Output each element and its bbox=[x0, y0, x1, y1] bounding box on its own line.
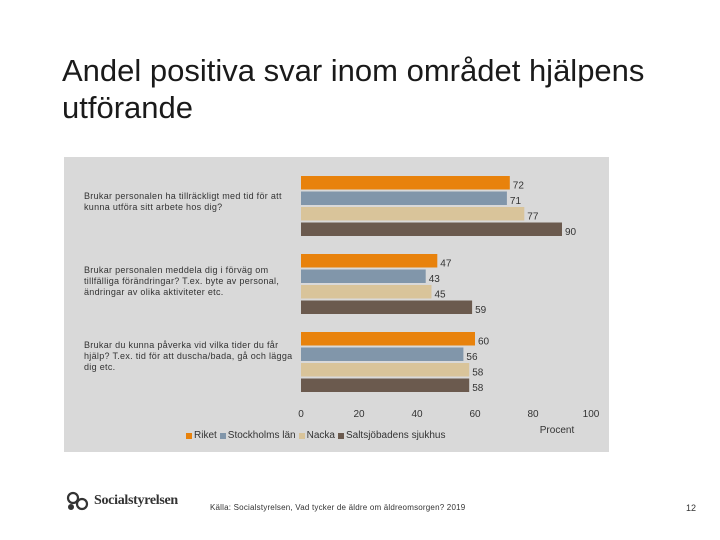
value-label: 47 bbox=[440, 259, 452, 270]
legend-swatch bbox=[186, 432, 192, 439]
value-label: 43 bbox=[429, 274, 441, 285]
legend-label: Nacka bbox=[306, 430, 335, 441]
legend-label: Stockholms län bbox=[227, 430, 296, 441]
bar-3-3 bbox=[301, 363, 470, 377]
value-label: 90 bbox=[565, 227, 577, 238]
legend-item-riket: Riket bbox=[186, 430, 217, 441]
legend-swatch bbox=[298, 432, 305, 439]
x-tick-label: 0 bbox=[298, 409, 304, 420]
legend-item-nacka: Nacka bbox=[298, 430, 335, 441]
value-label: 60 bbox=[478, 337, 490, 348]
bar-3-4 bbox=[301, 378, 470, 392]
value-label: 58 bbox=[472, 383, 484, 394]
source-note: Källa: Socialstyrelsen, Vad tycker de äl… bbox=[210, 503, 466, 512]
bar-1-3 bbox=[301, 207, 525, 221]
value-label: 45 bbox=[435, 290, 447, 301]
x-tick-label: 40 bbox=[411, 409, 423, 420]
bar-1-2 bbox=[301, 191, 507, 205]
bar-2-4 bbox=[301, 300, 473, 314]
bar-2-2 bbox=[301, 269, 426, 283]
value-label: 59 bbox=[475, 305, 487, 316]
bar-3-1 bbox=[301, 332, 475, 346]
x-tick-label: 20 bbox=[353, 409, 365, 420]
category-label-3: Brukar du kunna påverka vid vilka tider … bbox=[84, 340, 293, 372]
legend-swatch bbox=[219, 432, 226, 439]
x-tick-label: 100 bbox=[583, 409, 600, 420]
x-axis-label: Procent bbox=[540, 425, 575, 436]
value-label: 71 bbox=[510, 196, 522, 207]
logo-mark-icon bbox=[66, 491, 89, 511]
legend-label: Riket bbox=[194, 430, 217, 441]
legend-item-stockholms-lan: Stockholms län bbox=[219, 430, 296, 441]
value-label: 56 bbox=[466, 352, 478, 363]
legend-item-saltsjobadens-sjukhus: Saltsjöbadens sjukhus bbox=[337, 430, 446, 441]
x-tick-label: 80 bbox=[527, 409, 539, 420]
value-label: 58 bbox=[472, 368, 484, 379]
legend-label: Saltsjöbadens sjukhus bbox=[345, 430, 446, 441]
page-number: 12 bbox=[686, 503, 697, 513]
bar-2-3 bbox=[301, 285, 432, 299]
x-tick-label: 60 bbox=[469, 409, 481, 420]
legend-swatch bbox=[337, 432, 344, 439]
value-label: 77 bbox=[527, 212, 539, 223]
value-label: 72 bbox=[513, 181, 525, 192]
chart-legend: Riket Stockholms län Nacka Saltsjöbadens… bbox=[186, 430, 448, 441]
bar-1-1 bbox=[301, 176, 510, 190]
chart-panel: 72 71 77 90 47 43 45 59 60 56 58 58 0 20 40 60 80 100 Proc… bbox=[64, 157, 609, 452]
socialstyrelsen-logo: Socialstyrelsen bbox=[65, 490, 178, 512]
bar-2-1 bbox=[301, 254, 438, 268]
bar-3-2 bbox=[301, 347, 464, 361]
category-label-2: Brukar personalen meddela dig i förväg o… bbox=[84, 265, 280, 297]
logo-text: Socialstyrelsen bbox=[94, 493, 178, 508]
slide-title: Andel positiva svar inom området hjälpen… bbox=[62, 53, 645, 125]
category-label-1: Brukar personalen ha tillräckligt med ti… bbox=[84, 191, 282, 212]
bar-1-4 bbox=[301, 222, 562, 236]
